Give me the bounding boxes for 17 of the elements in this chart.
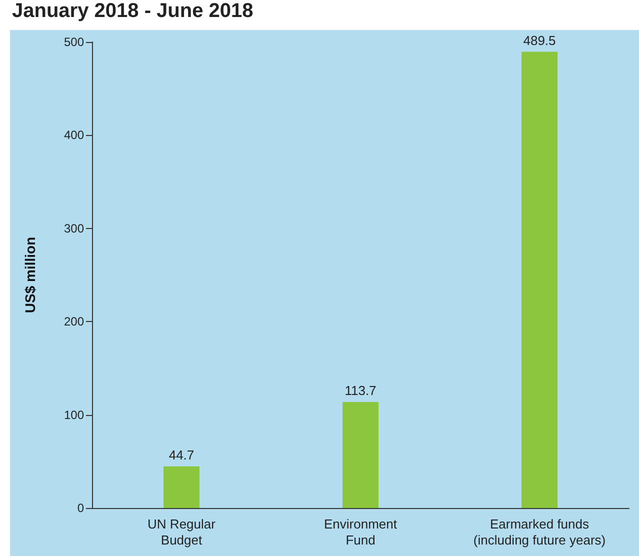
y-tick-label: 200 (64, 314, 84, 329)
y-tick-label: 300 (64, 221, 84, 236)
data-label: 113.7 (344, 383, 376, 398)
y-tick-label: 500 (64, 35, 84, 49)
data-label: 489.5 (523, 32, 556, 48)
bar (164, 466, 200, 508)
data-label: 44.7 (168, 447, 194, 462)
x-tick-label: UN Regular Budget (148, 516, 216, 548)
y-tick-label: 400 (64, 128, 84, 142)
y-axis-title: US$ million (22, 236, 38, 314)
bar (342, 402, 378, 508)
bar (522, 52, 558, 508)
y-tick-label: 0 (77, 501, 84, 515)
y-tick-label: 100 (64, 408, 84, 422)
x-tick-label: Earmarked funds (including future years) (473, 516, 606, 548)
x-tick-label: Environment Fund (324, 516, 398, 548)
chart-title: January 2018 - June 2018 (12, 0, 254, 23)
